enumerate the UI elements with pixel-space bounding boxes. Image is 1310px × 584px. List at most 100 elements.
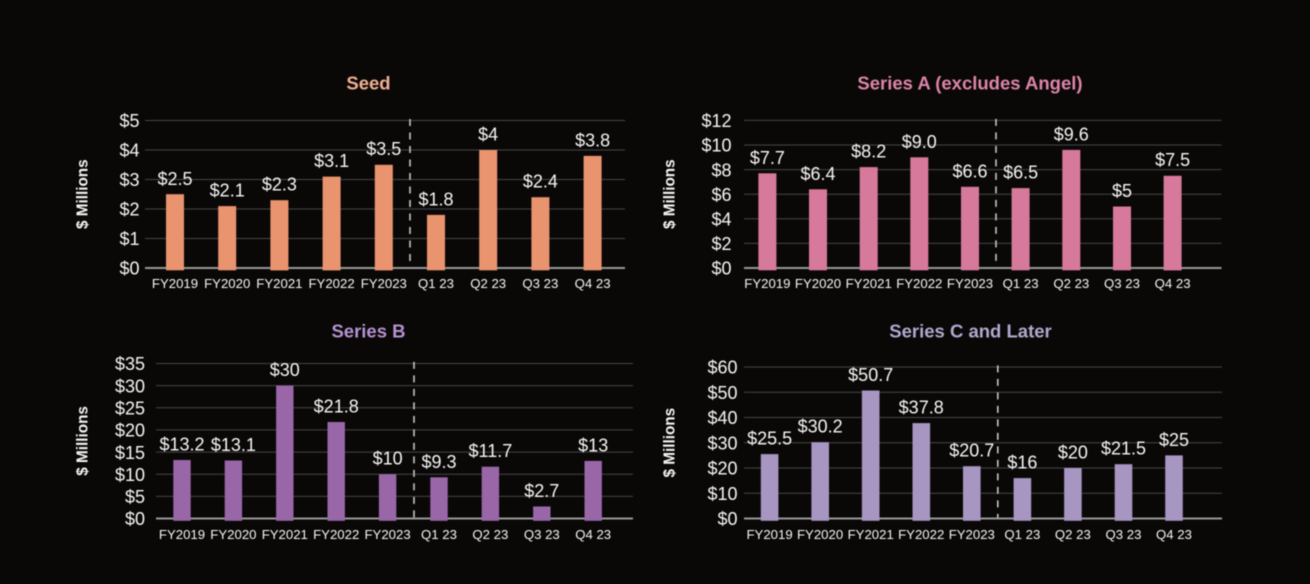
svg-text:FY2020: FY2020 [797,527,843,542]
svg-text:$ Millions: $ Millions [662,159,679,229]
svg-text:$5: $5 [1112,181,1132,201]
svg-text:Q4 23: Q4 23 [1156,527,1192,542]
svg-text:$0: $0 [119,259,139,279]
svg-text:$0: $0 [711,259,731,279]
svg-text:$ Millions: $ Millions [662,408,679,478]
svg-text:FY2023: FY2023 [361,276,407,291]
svg-text:Series B: Series B [331,321,405,342]
svg-text:$20: $20 [1058,443,1088,463]
svg-text:$10: $10 [373,449,403,469]
svg-text:Q3 23: Q3 23 [1106,527,1142,542]
svg-text:$8.2: $8.2 [851,142,886,162]
svg-text:$2.7: $2.7 [524,481,559,501]
svg-text:Q1 23: Q1 23 [1003,276,1039,291]
svg-text:Series A (excludes Angel): Series A (excludes Angel) [857,73,1082,94]
svg-text:FY2021: FY2021 [262,527,308,542]
svg-text:$9.3: $9.3 [421,452,456,472]
svg-text:$4: $4 [711,210,731,230]
svg-text:$6: $6 [711,185,731,205]
svg-text:$15: $15 [115,443,145,463]
svg-text:$12: $12 [701,111,731,131]
svg-text:Q2 23: Q2 23 [472,527,508,542]
svg-text:$35: $35 [115,354,145,374]
svg-text:Seed: Seed [346,73,390,94]
svg-text:FY2020: FY2020 [204,276,250,291]
svg-text:$3: $3 [119,170,139,190]
svg-text:$9.0: $9.0 [902,132,937,152]
svg-text:$50: $50 [707,383,737,403]
svg-text:$0: $0 [125,509,145,529]
svg-text:$2.1: $2.1 [210,181,245,201]
svg-text:$9.6: $9.6 [1054,124,1089,144]
svg-text:FY2019: FY2019 [152,276,198,291]
svg-text:FY2020: FY2020 [210,527,256,542]
svg-text:$21.8: $21.8 [314,397,359,417]
svg-text:$50.7: $50.7 [848,365,893,385]
svg-text:FY2021: FY2021 [846,276,892,291]
svg-text:$10: $10 [707,484,737,504]
svg-text:FY2022: FY2022 [308,276,354,291]
svg-text:$13.2: $13.2 [159,435,204,455]
svg-text:$60: $60 [707,358,737,378]
svg-text:$4: $4 [119,141,139,161]
svg-text:$20: $20 [115,421,145,441]
svg-text:$8: $8 [711,160,731,180]
svg-text:$16: $16 [1007,453,1037,473]
svg-text:$3.5: $3.5 [366,139,401,159]
svg-text:$20: $20 [707,459,737,479]
svg-text:$37.8: $37.8 [899,398,944,418]
svg-text:$11.7: $11.7 [469,441,513,461]
svg-text:Q4 23: Q4 23 [1155,276,1191,291]
svg-text:FY2019: FY2019 [159,527,205,542]
svg-text:$7.7: $7.7 [750,148,785,168]
svg-text:$1.8: $1.8 [418,189,453,209]
svg-text:$25: $25 [1159,430,1189,450]
svg-text:$6.5: $6.5 [1003,163,1038,183]
svg-text:FY2023: FY2023 [947,276,993,291]
svg-text:$6.4: $6.4 [800,164,835,184]
svg-text:Q4 23: Q4 23 [575,527,611,542]
svg-text:$2.5: $2.5 [157,169,192,189]
svg-text:Q3 23: Q3 23 [524,527,560,542]
svg-text:Q1 23: Q1 23 [421,527,457,542]
svg-text:$1: $1 [119,229,139,249]
svg-text:$30: $30 [115,376,145,396]
svg-text:$20.7: $20.7 [949,441,994,461]
svg-text:$3.1: $3.1 [314,151,349,171]
svg-text:Q3 23: Q3 23 [1104,276,1140,291]
svg-text:$10: $10 [701,136,731,156]
svg-text:$2: $2 [711,234,731,254]
svg-text:FY2019: FY2019 [746,527,792,542]
svg-text:$2: $2 [119,200,139,220]
svg-text:$25.5: $25.5 [747,429,792,449]
svg-text:Series C and Later: Series C and Later [889,321,1051,342]
svg-text:FY2019: FY2019 [744,276,790,291]
svg-text:$4: $4 [478,125,498,145]
svg-text:$ Millions: $ Millions [75,159,92,229]
svg-text:$40: $40 [707,408,737,428]
svg-text:$21.5: $21.5 [1101,439,1146,459]
svg-text:Q2 23: Q2 23 [1053,276,1089,291]
svg-text:Q1 23: Q1 23 [1004,527,1040,542]
svg-text:$7.5: $7.5 [1155,150,1190,170]
svg-text:FY2023: FY2023 [949,527,995,542]
svg-text:FY2023: FY2023 [364,527,410,542]
svg-text:$30: $30 [707,433,737,453]
svg-text:FY2021: FY2021 [256,276,302,291]
svg-text:FY2022: FY2022 [313,527,359,542]
svg-text:$5: $5 [125,487,145,507]
svg-text:$2.4: $2.4 [523,172,558,192]
svg-text:$2.3: $2.3 [262,175,297,195]
svg-text:FY2022: FY2022 [898,527,944,542]
svg-text:Q1 23: Q1 23 [418,276,454,291]
svg-text:$3.8: $3.8 [575,130,610,150]
svg-text:$13.1: $13.1 [211,435,256,455]
svg-text:$13: $13 [578,435,608,455]
svg-text:Q4 23: Q4 23 [575,276,611,291]
svg-text:Q3 23: Q3 23 [522,276,558,291]
svg-text:$10: $10 [115,465,145,485]
svg-text:FY2021: FY2021 [848,527,894,542]
svg-text:$6.6: $6.6 [952,161,987,181]
svg-text:Q2 23: Q2 23 [470,276,506,291]
svg-text:$0: $0 [717,509,737,529]
